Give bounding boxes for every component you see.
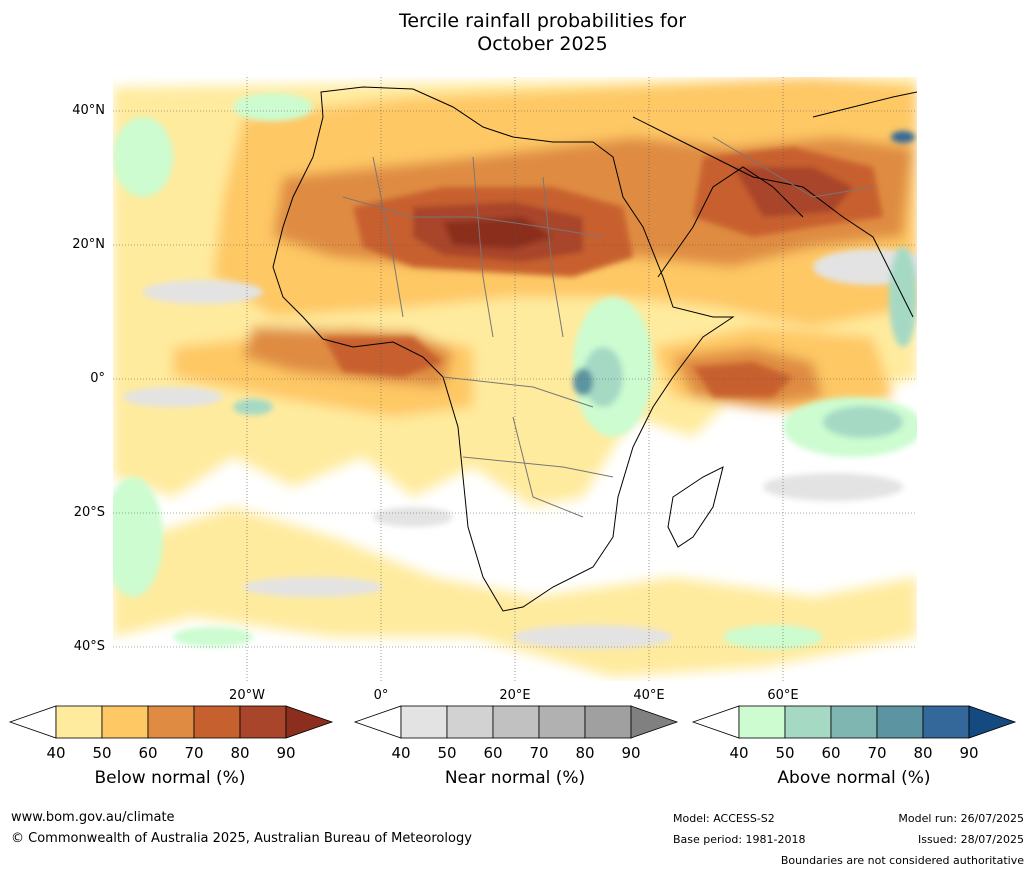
colorbar-tick-label: 90: [276, 744, 296, 762]
footer-model: Model: ACCESS-S2: [673, 812, 775, 825]
colorbar-tick-label: 40: [391, 744, 411, 762]
lon-label-20w: 20°W: [229, 688, 265, 703]
colorbar-above-normal: [691, 705, 1017, 739]
colorbar-tick-label: 70: [867, 744, 887, 762]
coastlines: [272, 86, 917, 612]
colorbar-arrow-low: [691, 705, 740, 739]
footer-website: www.bom.gov.au/climate: [11, 810, 175, 825]
colorbar-tick-label: 60: [138, 744, 158, 762]
lat-label-equator: 0°: [90, 371, 105, 386]
colorbar-tick-label: 50: [437, 744, 457, 762]
colorbar-arrow-high: [630, 705, 679, 739]
colorbar-tick-label: 80: [230, 744, 250, 762]
footer-base-period: Base period: 1981-2018: [673, 833, 806, 846]
colorbar-below-normal: [8, 705, 334, 739]
lat-label-20s: 20°S: [73, 505, 105, 520]
colorbar-segment: [55, 705, 103, 739]
colorbar-segment: [538, 705, 586, 739]
footer-disclaimer: Boundaries are not considered authoritat…: [780, 854, 1024, 867]
colorbar-arrow-high: [285, 705, 334, 739]
colorbar-tick-label: 70: [529, 744, 549, 762]
map-canvas: [113, 77, 917, 681]
colorbar-tick-label: 80: [913, 744, 933, 762]
colorbar-label-near-normal: Near normal (%): [444, 768, 586, 788]
colorbar-segment: [147, 705, 195, 739]
map-title-line1: Tercile rainfall probabilities for: [398, 10, 687, 32]
colorbar-segment: [584, 705, 632, 739]
colorbar-tick-label: 90: [621, 744, 641, 762]
colorbar-segment: [446, 705, 494, 739]
footer-copyright: © Commonwealth of Australia 2025, Austra…: [11, 831, 472, 846]
below-normal-strong: [323, 147, 883, 397]
colorbar-near-normal: [353, 705, 679, 739]
lon-label-60e: 60°E: [767, 688, 799, 703]
colorbar-segment: [239, 705, 287, 739]
colorbar-tick-label: 90: [959, 744, 979, 762]
map-title-line2: October 2025: [477, 33, 608, 55]
colorbar-label-above-normal: Above normal (%): [777, 768, 931, 788]
lat-label-40s: 40°S: [73, 639, 105, 654]
lon-label-20e: 20°E: [499, 688, 531, 703]
colorbar-arrow-low: [8, 705, 57, 739]
colorbar-segment: [193, 705, 241, 739]
lat-label-20n: 20°N: [72, 237, 105, 252]
colorbar-segment: [876, 705, 924, 739]
colorbar-segment: [738, 705, 786, 739]
colorbar-arrow-low: [353, 705, 402, 739]
colorbar-arrow-high: [968, 705, 1017, 739]
colorbar-tick-label: 80: [575, 744, 595, 762]
graticule: [113, 77, 917, 681]
colorbar-tick-label: 50: [92, 744, 112, 762]
footer-issued: Issued: 28/07/2025: [917, 833, 1024, 846]
colorbar-tick-label: 70: [184, 744, 204, 762]
lon-label-0: 0°: [373, 688, 389, 703]
above-normal-patches: [113, 93, 917, 649]
map-title: Tercile rainfall probabilities for Octob…: [0, 10, 1035, 56]
colorbar-segment: [830, 705, 878, 739]
lat-label-40n: 40°N: [72, 103, 105, 118]
near-normal-patches: [123, 249, 917, 649]
colorbar-segment: [492, 705, 540, 739]
colorbar-segment: [784, 705, 832, 739]
footer-model-run: Model run: 26/07/2025: [898, 812, 1024, 825]
colorbar-segment: [101, 705, 149, 739]
colorbar-segment: [922, 705, 970, 739]
colorbar-tick-label: 60: [483, 744, 503, 762]
lon-label-40e: 40°E: [633, 688, 665, 703]
colorbar-segment: [400, 705, 448, 739]
country-borders: [342, 136, 874, 518]
rainfall-probability-map: [113, 77, 917, 681]
colorbar-tick-label: 40: [46, 744, 66, 762]
colorbar-label-below-normal: Below normal (%): [94, 768, 246, 788]
colorbar-tick-label: 50: [775, 744, 795, 762]
colorbar-tick-label: 60: [821, 744, 841, 762]
colorbar-tick-label: 40: [729, 744, 749, 762]
